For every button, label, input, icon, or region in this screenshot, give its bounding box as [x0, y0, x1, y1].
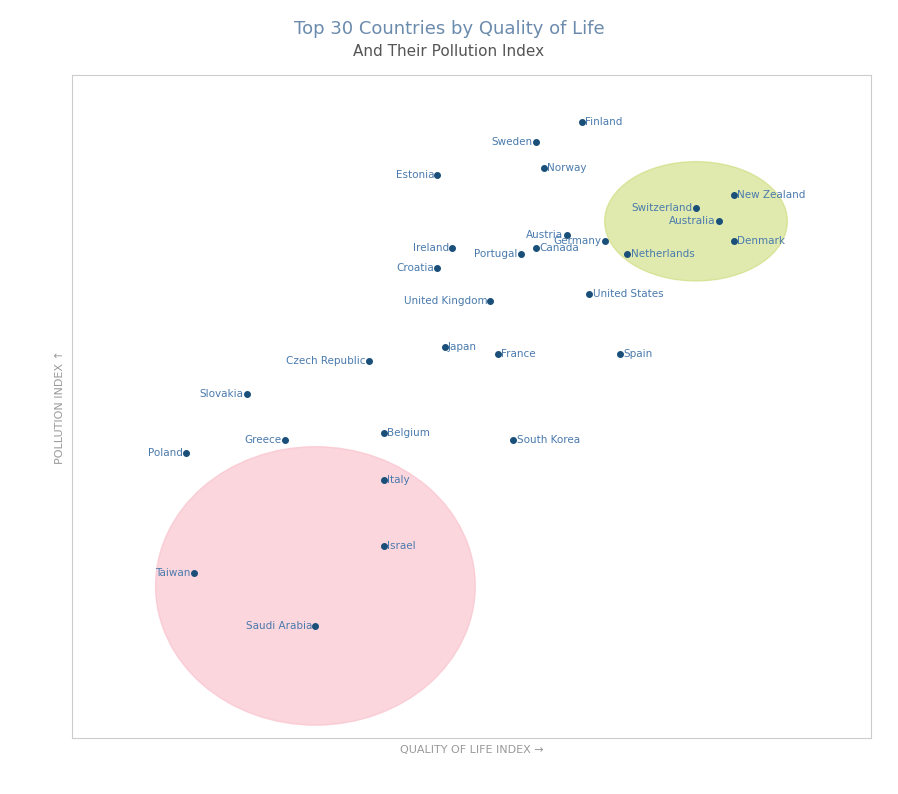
Text: South Korea: South Korea	[516, 435, 579, 445]
Point	[308, 619, 322, 632]
Point	[711, 215, 726, 228]
Text: Germany: Germany	[553, 236, 602, 246]
Point	[689, 202, 703, 214]
Text: And Their Pollution Index: And Their Pollution Index	[354, 44, 544, 59]
Point	[612, 348, 627, 360]
Point	[621, 248, 635, 260]
Text: Sweden: Sweden	[492, 137, 533, 147]
Point	[377, 473, 392, 486]
Text: Japan: Japan	[448, 342, 477, 353]
Point	[582, 288, 596, 301]
Point	[377, 540, 392, 553]
Point	[430, 261, 445, 274]
Text: Norway: Norway	[547, 164, 586, 173]
Text: Poland: Poland	[148, 449, 183, 458]
Text: Czech Republic: Czech Republic	[286, 356, 365, 365]
Text: Denmark: Denmark	[737, 236, 785, 246]
Point	[430, 168, 445, 181]
Text: Saudi Arabia: Saudi Arabia	[246, 621, 313, 630]
Point	[514, 248, 528, 260]
Point	[240, 387, 254, 400]
Point	[437, 341, 452, 353]
Point	[187, 566, 201, 579]
Point	[445, 241, 460, 254]
Y-axis label: POLLUTION INDEX ↑: POLLUTION INDEX ↑	[55, 350, 65, 464]
Point	[277, 434, 292, 446]
Text: Netherlands: Netherlands	[630, 249, 694, 260]
Text: Portugal: Portugal	[474, 249, 518, 260]
Text: Ireland: Ireland	[413, 243, 449, 252]
Text: Croatia: Croatia	[396, 263, 434, 272]
X-axis label: QUALITY OF LIFE INDEX →: QUALITY OF LIFE INDEX →	[400, 746, 543, 755]
Text: Canada: Canada	[540, 243, 579, 252]
Point	[559, 228, 574, 241]
Point	[362, 354, 376, 367]
Point	[179, 447, 193, 460]
Text: Israel: Israel	[387, 542, 416, 551]
Point	[377, 427, 392, 440]
Text: Switzerland: Switzerland	[631, 203, 692, 213]
Text: Top 30 Countries by Quality of Life: Top 30 Countries by Quality of Life	[294, 20, 604, 38]
Text: Estonia: Estonia	[395, 170, 434, 180]
Point	[483, 295, 497, 307]
Text: United States: United States	[593, 289, 664, 299]
Ellipse shape	[604, 162, 788, 281]
Point	[537, 162, 551, 175]
Ellipse shape	[155, 447, 475, 725]
Text: Finland: Finland	[585, 117, 622, 127]
Point	[491, 348, 506, 360]
Text: Spain: Spain	[623, 349, 652, 359]
Text: Italy: Italy	[387, 475, 409, 485]
Point	[529, 241, 543, 254]
Text: United Kingdom: United Kingdom	[404, 296, 488, 306]
Text: France: France	[501, 349, 536, 359]
Point	[726, 235, 741, 248]
Point	[529, 135, 543, 148]
Text: Australia: Australia	[669, 216, 716, 226]
Text: Taiwan: Taiwan	[155, 568, 190, 578]
Point	[597, 235, 612, 248]
Text: New Zealand: New Zealand	[737, 190, 806, 200]
Text: Belgium: Belgium	[387, 429, 430, 438]
Text: Austria: Austria	[526, 229, 563, 240]
Point	[726, 188, 741, 201]
Text: Greece: Greece	[244, 435, 282, 445]
Text: Slovakia: Slovakia	[199, 389, 243, 399]
Point	[506, 434, 521, 446]
Point	[575, 115, 589, 128]
